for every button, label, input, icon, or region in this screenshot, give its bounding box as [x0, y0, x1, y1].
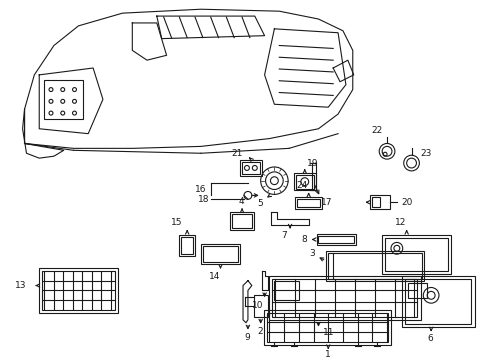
Bar: [179, 235, 195, 256]
Bar: [369, 195, 389, 209]
Bar: [401, 276, 474, 327]
Text: 8: 8: [300, 235, 306, 244]
Bar: [295, 175, 313, 189]
Text: 22: 22: [371, 126, 382, 135]
Text: 1: 1: [325, 350, 330, 359]
Text: 2: 2: [256, 327, 262, 336]
Text: 3: 3: [309, 249, 315, 258]
Text: 21: 21: [231, 149, 243, 158]
Text: 16: 16: [195, 185, 206, 194]
Bar: [230, 212, 253, 230]
Text: 4: 4: [238, 197, 244, 206]
Bar: [325, 251, 424, 281]
Bar: [263, 310, 390, 345]
Bar: [232, 214, 251, 228]
Text: 11: 11: [322, 328, 333, 337]
Text: 23: 23: [420, 149, 431, 158]
Text: 19: 19: [306, 158, 318, 167]
Text: 18: 18: [198, 195, 209, 204]
Text: 12: 12: [394, 218, 406, 227]
Bar: [293, 173, 315, 190]
Text: 10: 10: [251, 301, 263, 310]
Bar: [318, 235, 353, 243]
Bar: [201, 244, 240, 264]
Text: 24: 24: [296, 181, 307, 190]
Bar: [242, 162, 259, 174]
Bar: [407, 283, 427, 298]
Text: 17: 17: [320, 198, 331, 207]
Text: 7: 7: [281, 231, 286, 240]
Bar: [272, 279, 417, 317]
Bar: [385, 238, 447, 271]
Bar: [316, 234, 355, 246]
Bar: [44, 80, 83, 119]
Bar: [371, 197, 380, 207]
Bar: [274, 281, 298, 300]
Text: 5: 5: [256, 199, 262, 208]
Text: 14: 14: [208, 272, 220, 281]
Bar: [240, 160, 261, 176]
Text: 15: 15: [170, 218, 182, 227]
Text: 20: 20: [400, 198, 411, 207]
Bar: [266, 313, 387, 342]
Text: 9: 9: [244, 333, 249, 342]
Bar: [39, 268, 118, 313]
Bar: [311, 163, 315, 190]
Bar: [203, 246, 238, 262]
Bar: [294, 197, 322, 209]
Bar: [253, 295, 267, 317]
Bar: [269, 276, 421, 320]
Bar: [404, 279, 470, 324]
Bar: [382, 235, 450, 274]
Bar: [296, 199, 320, 207]
Bar: [181, 237, 193, 254]
Bar: [42, 271, 115, 310]
Bar: [327, 253, 422, 279]
Text: 13: 13: [15, 281, 26, 290]
Text: 6: 6: [427, 334, 432, 343]
